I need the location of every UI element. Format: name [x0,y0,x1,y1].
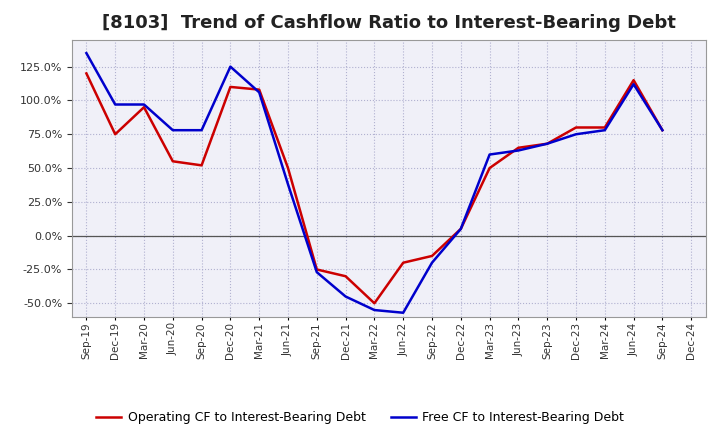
Free CF to Interest-Bearing Debt [168,128,177,133]
Free CF to Interest-Bearing Debt [197,128,206,133]
Free CF to Interest-Bearing Debt [543,141,552,147]
Free CF to Interest-Bearing Debt [514,148,523,153]
Free CF to Interest-Bearing Debt [226,64,235,69]
Free CF to Interest-Bearing Debt [284,182,292,187]
Operating CF to Interest-Bearing Debt [485,165,494,171]
Operating CF to Interest-Bearing Debt [82,71,91,76]
Operating CF to Interest-Bearing Debt [543,141,552,147]
Operating CF to Interest-Bearing Debt [312,267,321,272]
Operating CF to Interest-Bearing Debt [600,125,609,130]
Legend: Operating CF to Interest-Bearing Debt, Free CF to Interest-Bearing Debt: Operating CF to Interest-Bearing Debt, F… [91,407,629,429]
Operating CF to Interest-Bearing Debt [140,105,148,110]
Operating CF to Interest-Bearing Debt [456,226,465,231]
Operating CF to Interest-Bearing Debt [514,145,523,150]
Free CF to Interest-Bearing Debt [111,102,120,107]
Line: Operating CF to Interest-Bearing Debt: Operating CF to Interest-Bearing Debt [86,73,662,303]
Free CF to Interest-Bearing Debt [370,308,379,313]
Line: Free CF to Interest-Bearing Debt: Free CF to Interest-Bearing Debt [86,53,662,313]
Free CF to Interest-Bearing Debt [456,226,465,231]
Free CF to Interest-Bearing Debt [312,270,321,275]
Operating CF to Interest-Bearing Debt [255,87,264,92]
Free CF to Interest-Bearing Debt [399,310,408,315]
Free CF to Interest-Bearing Debt [600,128,609,133]
Operating CF to Interest-Bearing Debt [284,165,292,171]
Free CF to Interest-Bearing Debt [629,81,638,87]
Operating CF to Interest-Bearing Debt [572,125,580,130]
Operating CF to Interest-Bearing Debt [370,301,379,306]
Operating CF to Interest-Bearing Debt [226,84,235,90]
Operating CF to Interest-Bearing Debt [341,274,350,279]
Title: [8103]  Trend of Cashflow Ratio to Interest-Bearing Debt: [8103] Trend of Cashflow Ratio to Intere… [102,15,676,33]
Operating CF to Interest-Bearing Debt [629,77,638,83]
Free CF to Interest-Bearing Debt [658,128,667,133]
Free CF to Interest-Bearing Debt [140,102,148,107]
Free CF to Interest-Bearing Debt [572,132,580,137]
Operating CF to Interest-Bearing Debt [111,132,120,137]
Free CF to Interest-Bearing Debt [341,294,350,299]
Operating CF to Interest-Bearing Debt [168,159,177,164]
Free CF to Interest-Bearing Debt [255,90,264,95]
Free CF to Interest-Bearing Debt [485,152,494,157]
Operating CF to Interest-Bearing Debt [658,128,667,133]
Free CF to Interest-Bearing Debt [428,260,436,265]
Operating CF to Interest-Bearing Debt [197,163,206,168]
Operating CF to Interest-Bearing Debt [399,260,408,265]
Operating CF to Interest-Bearing Debt [428,253,436,259]
Free CF to Interest-Bearing Debt [82,51,91,56]
